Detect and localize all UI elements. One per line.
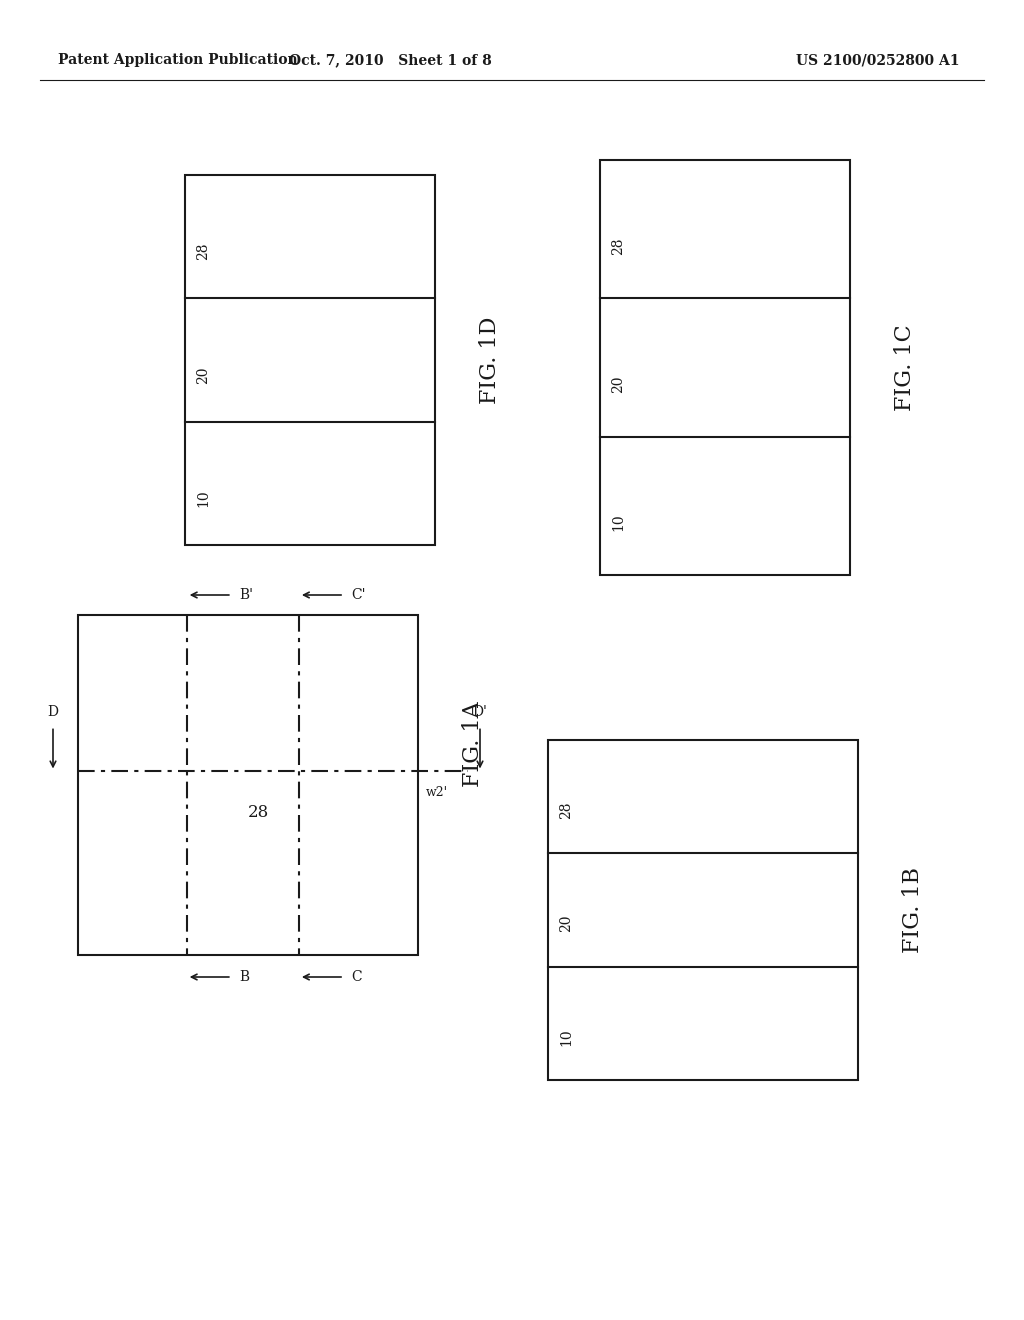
Text: 28: 28 [611,238,625,255]
Text: FIG. 1A: FIG. 1A [462,701,484,787]
Text: US 2100/0252800 A1: US 2100/0252800 A1 [797,53,961,67]
Text: 10: 10 [611,513,625,531]
Text: FIG. 1D: FIG. 1D [479,317,501,404]
Text: C: C [351,970,361,983]
Text: 10: 10 [559,1028,573,1045]
Bar [548,741,858,1080]
Bar [600,160,850,576]
Text: Patent Application Publication: Patent Application Publication [58,53,298,67]
Text: B': B' [239,587,253,602]
Text: D: D [47,705,58,719]
Text: B: B [239,970,249,983]
Text: 28: 28 [559,801,573,818]
Text: 28: 28 [248,804,268,821]
Text: FIG. 1C: FIG. 1C [894,325,916,411]
Text: 20: 20 [611,375,625,393]
Bar [185,176,435,545]
Text: 20: 20 [559,915,573,932]
Text: C': C' [351,587,366,602]
Text: 10: 10 [196,490,210,507]
Text: D': D' [472,705,487,719]
Text: w2': w2' [426,787,449,800]
Text: 20: 20 [196,366,210,384]
Bar [78,615,418,954]
Text: 28: 28 [196,243,210,260]
Text: FIG. 1B: FIG. 1B [902,867,924,953]
Text: Oct. 7, 2010   Sheet 1 of 8: Oct. 7, 2010 Sheet 1 of 8 [289,53,492,67]
